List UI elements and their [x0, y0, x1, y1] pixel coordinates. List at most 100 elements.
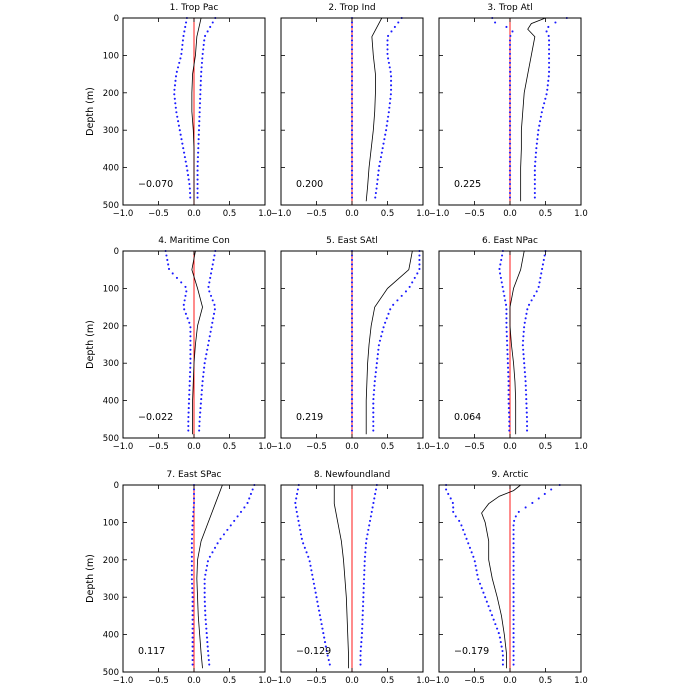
x-tick-label: −1.0: [113, 442, 134, 452]
lower-bound-point: [501, 254, 504, 257]
upper-bound-point: [199, 75, 203, 78]
upper-bound-point: [196, 187, 199, 190]
upper-bound-point: [206, 564, 209, 567]
upper-bound-point: [207, 285, 210, 288]
lower-bound-point: [508, 424, 511, 428]
upper-bound-point: [512, 596, 515, 599]
y-tick-label: 300: [103, 359, 119, 369]
upper-bound-point: [512, 555, 515, 558]
correlation-value: 0.064: [454, 412, 481, 423]
lower-bound-point: [310, 569, 313, 572]
lower-bound-point: [501, 650, 504, 653]
upper-bound-point: [363, 573, 366, 576]
mean-profile-line: [481, 484, 521, 669]
upper-bound-point: [384, 321, 387, 324]
upper-bound-point: [198, 429, 201, 432]
upper-bound-point: [374, 492, 377, 496]
lower-bound-point: [307, 555, 310, 558]
upper-bound-point: [381, 147, 384, 150]
lower-bound-point: [350, 416, 354, 419]
lower-bound-point: [350, 344, 354, 347]
lower-bound-point: [350, 411, 354, 414]
mean-profile-line: [520, 17, 546, 202]
upper-bound-point: [197, 142, 200, 145]
upper-bound-point: [196, 156, 199, 159]
lower-bound-point: [506, 348, 509, 351]
upper-bound-point: [385, 129, 388, 132]
lower-bound-point: [507, 393, 510, 396]
lower-bound-point: [350, 285, 354, 288]
lower-bound-point: [186, 174, 190, 177]
lower-bound-point: [188, 384, 191, 387]
upper-bound-point: [386, 43, 389, 46]
upper-bound-point: [547, 79, 550, 82]
lower-bound-point: [190, 555, 193, 558]
upper-bound-point: [200, 389, 203, 392]
upper-bound-point: [211, 551, 214, 554]
upper-bound-point: [385, 317, 388, 320]
upper-bound-point: [390, 84, 393, 87]
lower-bound-point: [182, 147, 185, 150]
y-tick-label: 500: [103, 201, 119, 211]
lower-bound-point: [447, 492, 450, 496]
upper-bound-point: [539, 115, 543, 118]
upper-bound-point: [512, 618, 515, 621]
lower-bound-point: [191, 600, 194, 603]
lower-bound-point: [445, 488, 448, 491]
upper-bound-point: [206, 645, 209, 648]
panel-title: 5. East SAtl: [326, 236, 378, 246]
lower-bound-point: [190, 578, 193, 581]
x-tick-label: 0.0: [345, 442, 359, 452]
upper-bound-point: [533, 169, 536, 172]
lower-bound-point: [350, 25, 354, 29]
lower-bound-point: [175, 70, 178, 73]
upper-bound-point: [372, 393, 375, 396]
lower-bound-point: [350, 348, 354, 351]
x-tick-label: −0.5: [148, 442, 169, 452]
mean-profile-line: [196, 484, 223, 669]
lower-bound-point: [452, 510, 455, 513]
upper-bound-point: [197, 129, 201, 132]
lower-bound-point: [350, 70, 354, 73]
lower-bound-point: [350, 84, 354, 87]
upper-bound-point: [404, 290, 408, 293]
lower-bound-point: [509, 34, 512, 37]
lower-bound-point: [191, 587, 194, 590]
lower-bound-point: [350, 398, 354, 401]
upper-bound-point: [213, 546, 217, 549]
panel-2: 2. Trop Ind −1.0 −0.5 0.0 0.5 1.0 0.200: [271, 3, 430, 219]
lower-bound-point: [350, 312, 354, 315]
y-tick-label: 300: [103, 126, 119, 136]
upper-bound-point: [525, 312, 528, 315]
lower-bound-point: [508, 416, 511, 419]
upper-bound-point: [536, 133, 539, 136]
x-tick-label: 1.0: [258, 442, 272, 452]
upper-bound-point: [525, 393, 528, 396]
upper-bound-point: [213, 308, 216, 311]
lower-bound-point: [350, 34, 354, 37]
lower-bound-point: [180, 52, 183, 55]
lower-bound-point: [350, 353, 354, 356]
x-tick-label: 0.0: [187, 209, 201, 219]
upper-bound-point: [196, 183, 199, 186]
upper-bound-point: [548, 70, 551, 73]
upper-bound-point: [200, 66, 203, 69]
lower-bound-point: [350, 191, 354, 195]
upper-bound-point: [389, 70, 392, 73]
lower-bound-point: [191, 605, 194, 608]
lower-bound-point: [179, 133, 182, 136]
lower-bound-point: [191, 582, 194, 585]
lower-bound-point: [350, 308, 354, 311]
lower-bound-point: [508, 43, 512, 46]
lower-bound-point: [501, 658, 504, 662]
lower-bound-point: [350, 254, 354, 257]
lower-bound-point: [313, 587, 316, 590]
upper-bound-point: [522, 348, 525, 351]
upper-bound-point: [198, 420, 201, 423]
upper-bound-point: [541, 263, 544, 266]
lower-bound-point: [350, 165, 354, 168]
lower-bound-point: [350, 263, 354, 266]
upper-bound-point: [373, 380, 376, 383]
upper-bound-point: [203, 600, 206, 603]
lower-bound-point: [350, 299, 354, 302]
